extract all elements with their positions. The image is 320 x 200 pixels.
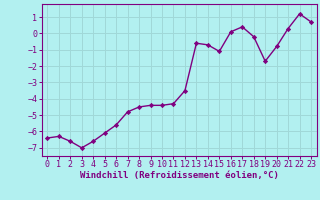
X-axis label: Windchill (Refroidissement éolien,°C): Windchill (Refroidissement éolien,°C) [80,171,279,180]
